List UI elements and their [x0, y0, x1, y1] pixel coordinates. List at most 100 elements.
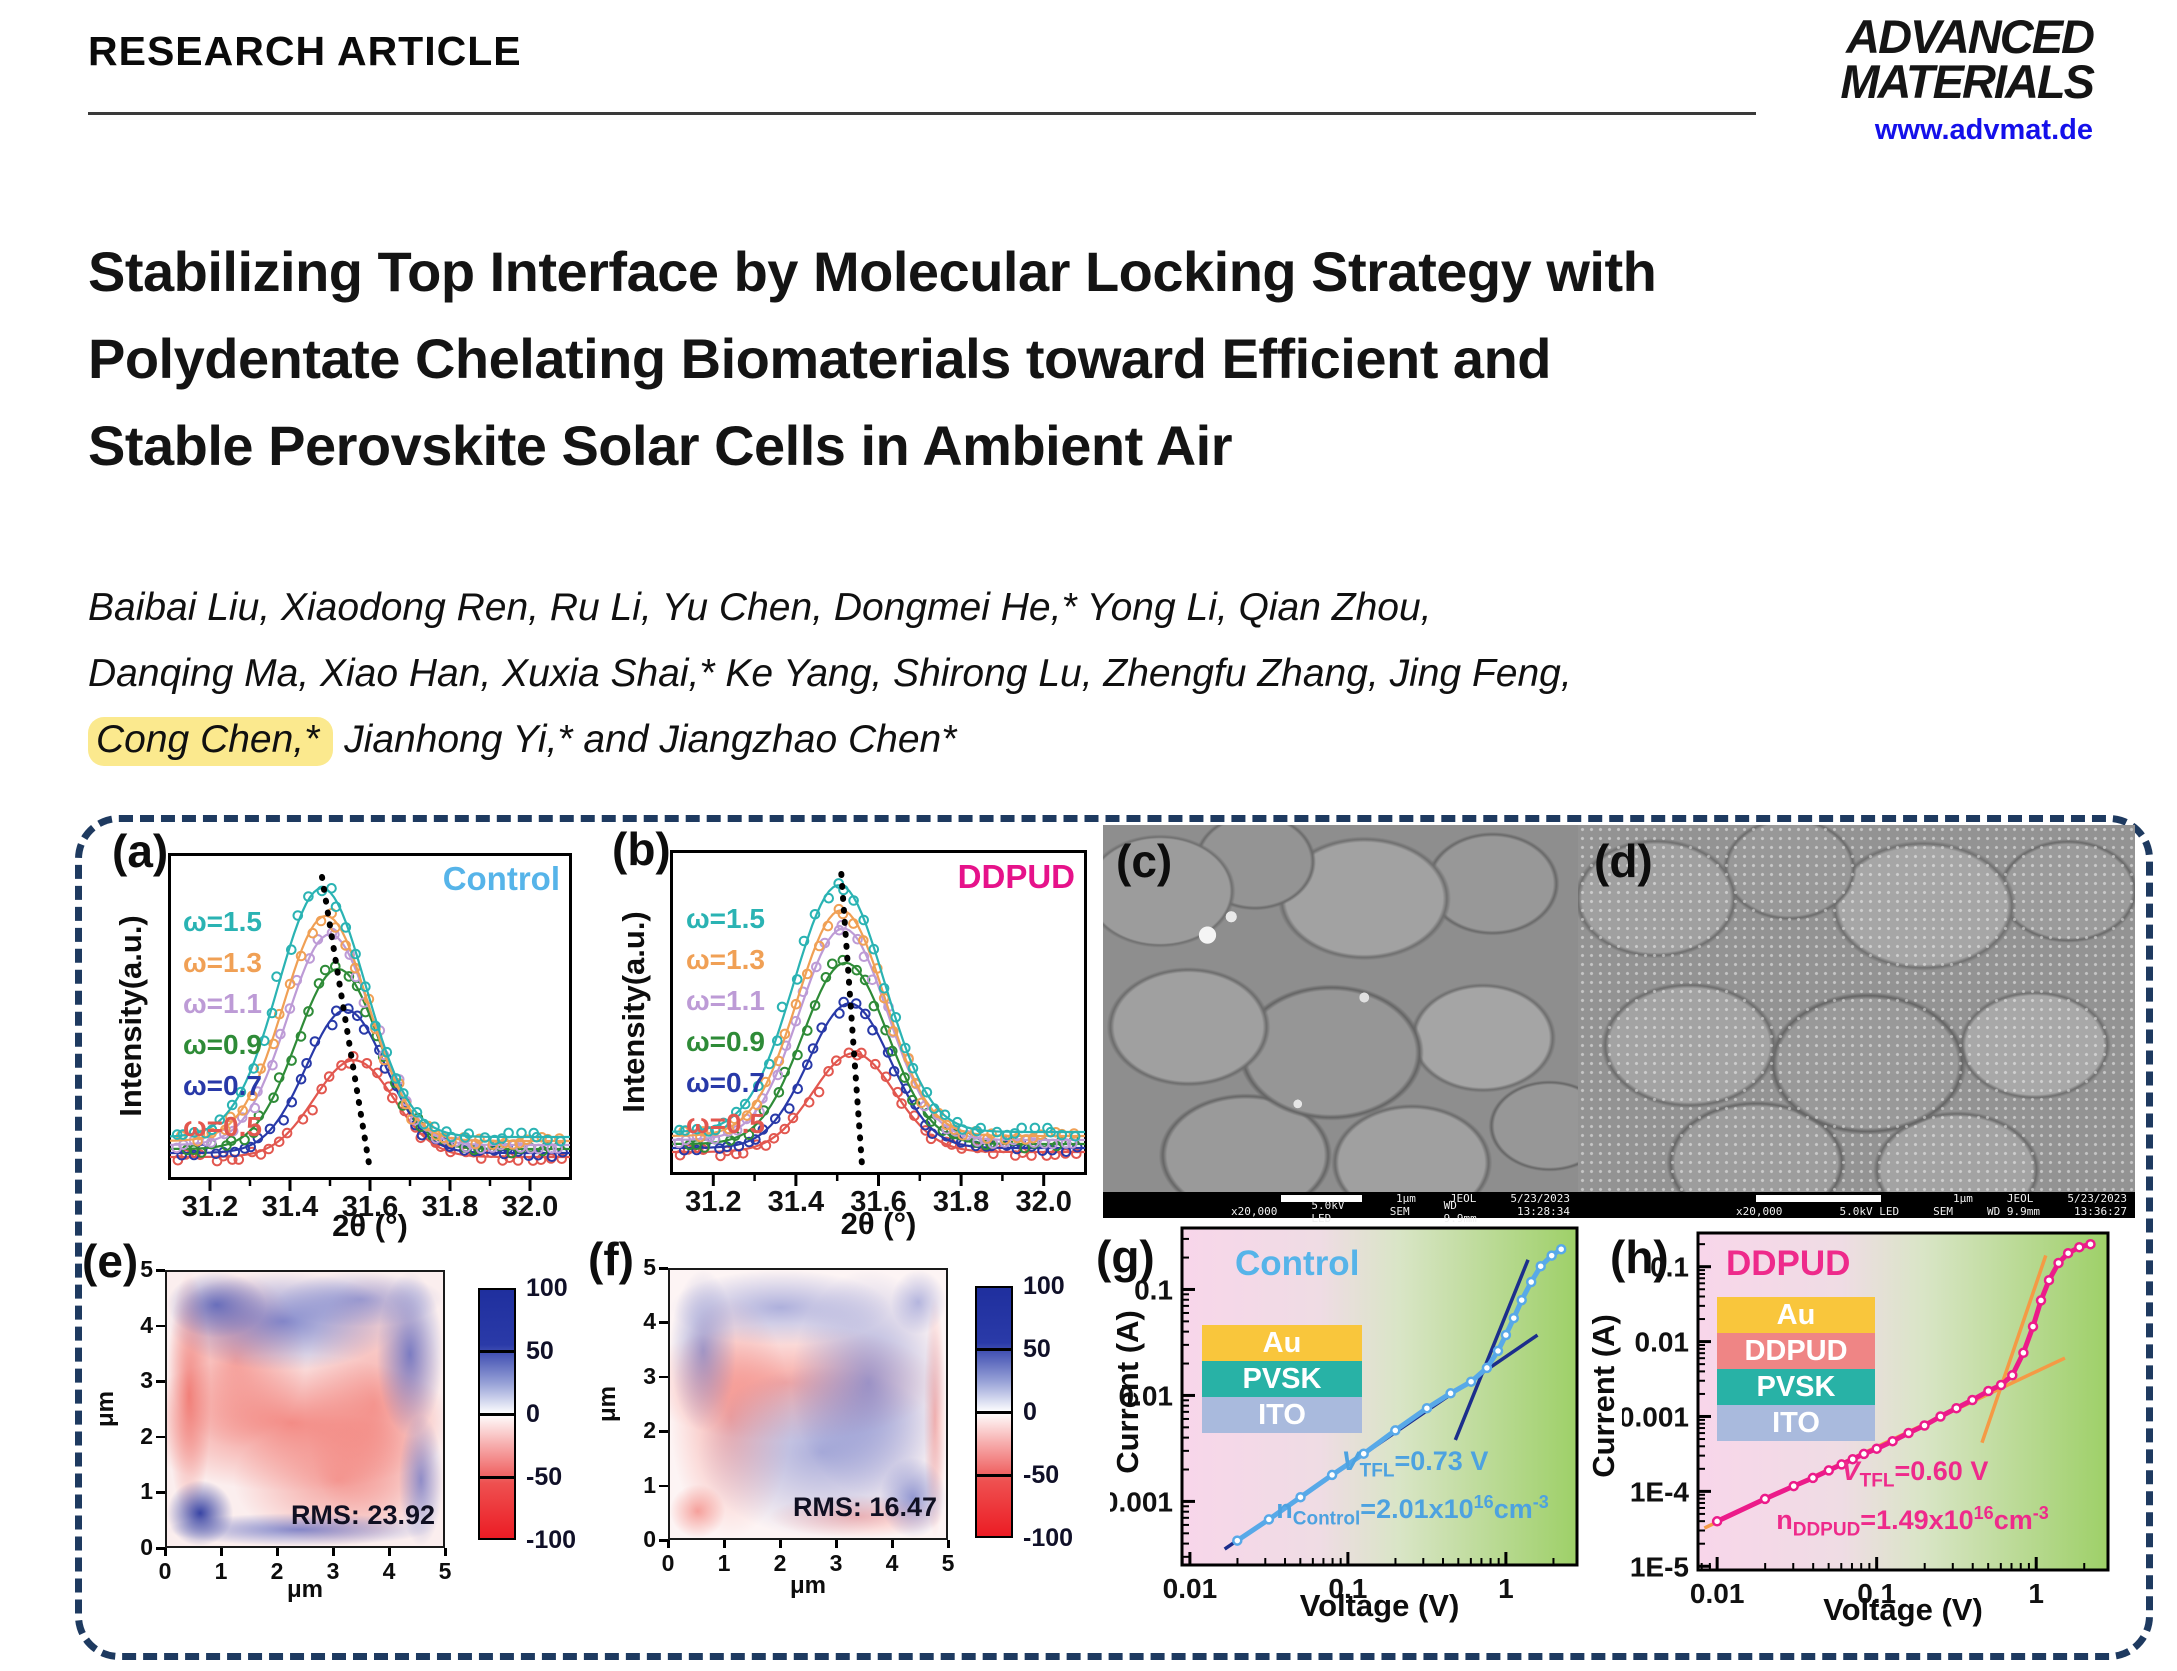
xrd-data-marker — [556, 1153, 568, 1165]
xrd-data-marker — [266, 1007, 278, 1019]
legend-entry: ω=1.1 — [183, 988, 262, 1019]
vtfl-symbol: V — [1341, 1446, 1360, 1476]
xrd-data-marker — [787, 1112, 799, 1124]
xrd-data-marker — [792, 1049, 803, 1061]
xrd-data-marker — [292, 910, 304, 921]
x-tick-label: 31.6 — [342, 1191, 398, 1220]
iv-data-marker — [1358, 1448, 1369, 1459]
xrd-data-marker — [916, 1097, 927, 1109]
sem-working-distance: WD 9.9mm — [1443, 1198, 1477, 1225]
sem-micrograph-ddpud — [1578, 825, 2135, 1192]
afm-x-tick-label: 2 — [773, 1550, 787, 1576]
xrd-data-marker — [210, 1148, 222, 1160]
legend-entry: ω=0.5 — [183, 1111, 262, 1142]
xrd-data-marker — [381, 1046, 393, 1058]
iv-data-marker — [2043, 1274, 2055, 1286]
xrd-data-marker — [225, 1111, 236, 1123]
stack-layer-ito: ITO — [1202, 1397, 1362, 1433]
xrd-data-marker — [802, 968, 813, 980]
afm-y-tick — [156, 1269, 165, 1272]
xrd-data-marker — [1069, 1131, 1081, 1142]
paper-title-line1: Stabilizing Top Interface by Molecular L… — [88, 240, 1657, 303]
xrd-data-marker — [991, 1126, 1003, 1138]
xrd-data-marker — [888, 1066, 900, 1077]
xrd-data-marker — [691, 1123, 703, 1135]
xrd-data-marker — [972, 1136, 983, 1147]
iv-data-marker — [1711, 1516, 1723, 1527]
xrd-data-marker — [899, 1072, 910, 1083]
xrd-data-marker — [309, 1036, 321, 1047]
panel-h-title: DDPUD — [1726, 1244, 1851, 1283]
panel-f-label: (f) — [588, 1233, 634, 1285]
x-tick-label: 31.4 — [768, 1186, 824, 1215]
x-tick-label: 32.0 — [1015, 1186, 1071, 1215]
xrd-data-marker — [507, 1139, 518, 1150]
xrd-data-marker — [248, 1063, 259, 1074]
sem-working-distance: WD 9.9mm — [1987, 1205, 2041, 1218]
sem-scale-text: 1μm — [1396, 1192, 1416, 1205]
xrd-data-marker — [446, 1131, 457, 1143]
xrd-data-marker — [834, 1008, 845, 1019]
iv-data-marker — [1508, 1312, 1520, 1324]
panel-d-label: (d) — [1594, 835, 1653, 887]
n-value: =1.49x10 — [1860, 1505, 1974, 1535]
iv-data-marker — [1295, 1491, 1306, 1503]
iv-data-marker — [1759, 1493, 1771, 1505]
panel-g-label: (g) — [1096, 1231, 1155, 1283]
paper-title: Stabilizing Top Interface by Molecular L… — [88, 228, 2068, 489]
iv-data-marker — [1535, 1260, 1546, 1272]
sem-info-row2: x20,000 5.0kV LED SEM WD 9.9mm 13:28:34 — [1111, 1199, 1570, 1225]
iv-data-marker — [1788, 1480, 1799, 1492]
y-tick-label: 0.001 — [1622, 1401, 1689, 1432]
xrd-data-marker — [900, 1042, 911, 1054]
xrd-data-marker — [271, 971, 282, 982]
journal-logo-line2: MATERIALS — [1840, 55, 2095, 108]
header-divider — [88, 112, 1756, 115]
journal-logo-line1: ADVANCED — [1846, 10, 2095, 63]
xrd-data-marker — [957, 1130, 969, 1141]
vtfl-symbol: V — [1841, 1456, 1860, 1486]
xrd-data-marker — [838, 996, 849, 1008]
x-tick-label: 31.2 — [685, 1186, 741, 1215]
xrd-data-marker — [273, 1072, 285, 1083]
xrd-data-marker — [555, 1136, 566, 1147]
xrd-data-marker — [751, 1099, 763, 1111]
panel-a-title: Control — [442, 860, 560, 897]
sem-vendor: JEOL — [2006, 1192, 2034, 1205]
plot-frame — [1180, 1226, 1579, 1567]
afm-x-tick — [332, 1548, 335, 1556]
iv-data-marker — [1263, 1514, 1275, 1525]
afm-x-tick-label: 1 — [717, 1550, 731, 1576]
iv-data-marker — [2007, 1370, 2018, 1381]
panel-c-sem-image: 1μm JEOL 5/23/2023 x20,000 5.0kV LED SEM… — [1103, 825, 1578, 1225]
journal-logo: ADVANCED MATERIALS www.advmat.de — [1840, 10, 2095, 147]
panel-e-rms-value: RMS: 23.92 — [290, 1500, 435, 1530]
afm-y-tick-label: 1 — [643, 1471, 656, 1498]
xrd-data-marker — [245, 1141, 256, 1153]
xrd-data-marker — [921, 1087, 933, 1098]
iv-data-marker — [1919, 1420, 1930, 1431]
x-tick-label: 0.01 — [1690, 1578, 1745, 1609]
xrd-data-marker — [340, 922, 352, 933]
panel-g-ylabel: Current (A) — [1110, 1310, 1145, 1474]
xrd-data-marker — [275, 1028, 286, 1040]
panel-h-density-annotation: nDDPUD=1.49x1016cm-3 — [1735, 1503, 2090, 1541]
vtfl-subscript: TFL — [1859, 1470, 1895, 1492]
xrd-data-marker — [350, 948, 361, 960]
xrd-data-marker — [819, 937, 831, 949]
panel-a-ylabel: Intensity(a.u.) — [113, 915, 148, 1117]
xrd-data-marker — [858, 914, 869, 926]
paper-title-line2: Polydentate Chelating Biomaterials towar… — [88, 327, 1551, 390]
xrd-data-marker — [802, 1025, 813, 1036]
xrd-series-line — [671, 884, 1085, 1134]
xrd-data-marker — [858, 935, 869, 946]
journal-website-link[interactable]: www.advmat.de — [1874, 114, 2093, 146]
sem-micrograph-control — [1103, 825, 1578, 1192]
panel-b-label: (b) — [612, 823, 671, 875]
iv-data-marker — [1935, 1411, 1946, 1422]
xrd-data-marker — [1047, 1138, 1058, 1150]
xrd-data-marker — [370, 1020, 381, 1032]
panel-e-xlabel: μm — [286, 1576, 324, 1603]
xrd-data-marker — [303, 1006, 314, 1017]
xrd-data-marker — [295, 1031, 307, 1042]
